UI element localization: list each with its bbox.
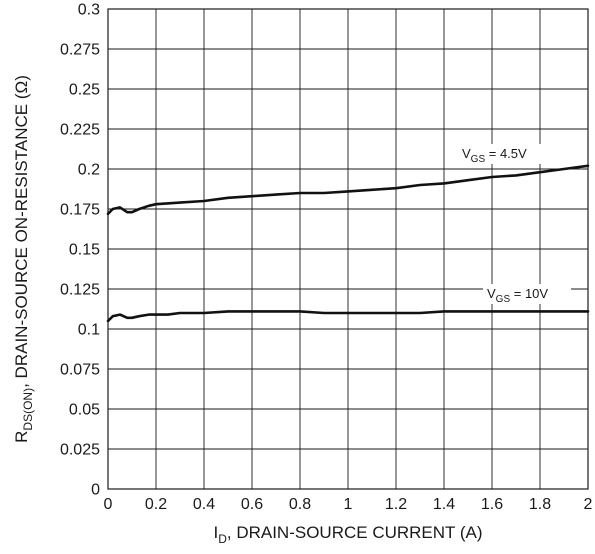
x-tick-label: 1.6 [481,496,503,513]
y-axis-title: RDS(ON), DRAIN-SOURCE ON-RESISTANCE (Ω) [12,75,35,443]
y-tick-label: 0.3 [78,2,100,19]
y-tick-label: 0 [91,482,100,499]
x-tick-label: 1.2 [385,496,407,513]
y-tick-label: 0.025 [60,442,100,459]
y-tick-label: 0.125 [60,282,100,299]
series-label-background [483,284,571,304]
grid-lines [108,9,588,489]
series-curves [106,164,590,323]
series-labels: VGS = 4.5V VGS = 10V [458,144,571,305]
x-tick-label: 0.4 [193,496,215,513]
series-label-vgs-4-5v: VGS = 4.5V [462,146,527,165]
x-tick-label: 1.4 [433,496,455,513]
y-tick-label: 0.225 [60,122,100,139]
tick-labels: 0 0.2 0.4 0.6 0.8 1 1.2 1.4 1.6 1.8 2 0 0.025 0.05 0.0… [60,2,593,514]
series-line-vgs-10v [106,310,590,323]
x-tick-label: 1.8 [529,496,551,513]
series-label-vgs-10v: VGS = 10V [487,286,548,305]
series-line-vgs-4-5v [106,164,590,216]
x-tick-label: 0.8 [289,496,311,513]
x-axis-title: ID, DRAIN-SOURCE CURRENT (A) [213,523,482,546]
y-tick-label: 0.075 [60,362,100,379]
y-tick-label: 0.25 [69,82,100,99]
x-tick-label: 1 [344,496,353,513]
y-tick-label: 0.275 [60,42,100,59]
y-tick-label: 0.2 [78,162,100,179]
y-tick-label: 0.1 [78,322,100,339]
x-tick-label: 2 [584,496,593,513]
x-tick-label: 0.2 [145,496,167,513]
y-tick-label: 0.05 [69,402,100,419]
plot-frame [107,8,589,490]
x-tick-label: 0 [104,496,113,513]
y-tick-label: 0.15 [69,242,100,259]
y-tick-label: 0.175 [60,202,100,219]
series-label-background [458,144,546,164]
x-tick-label: 0.6 [241,496,263,513]
